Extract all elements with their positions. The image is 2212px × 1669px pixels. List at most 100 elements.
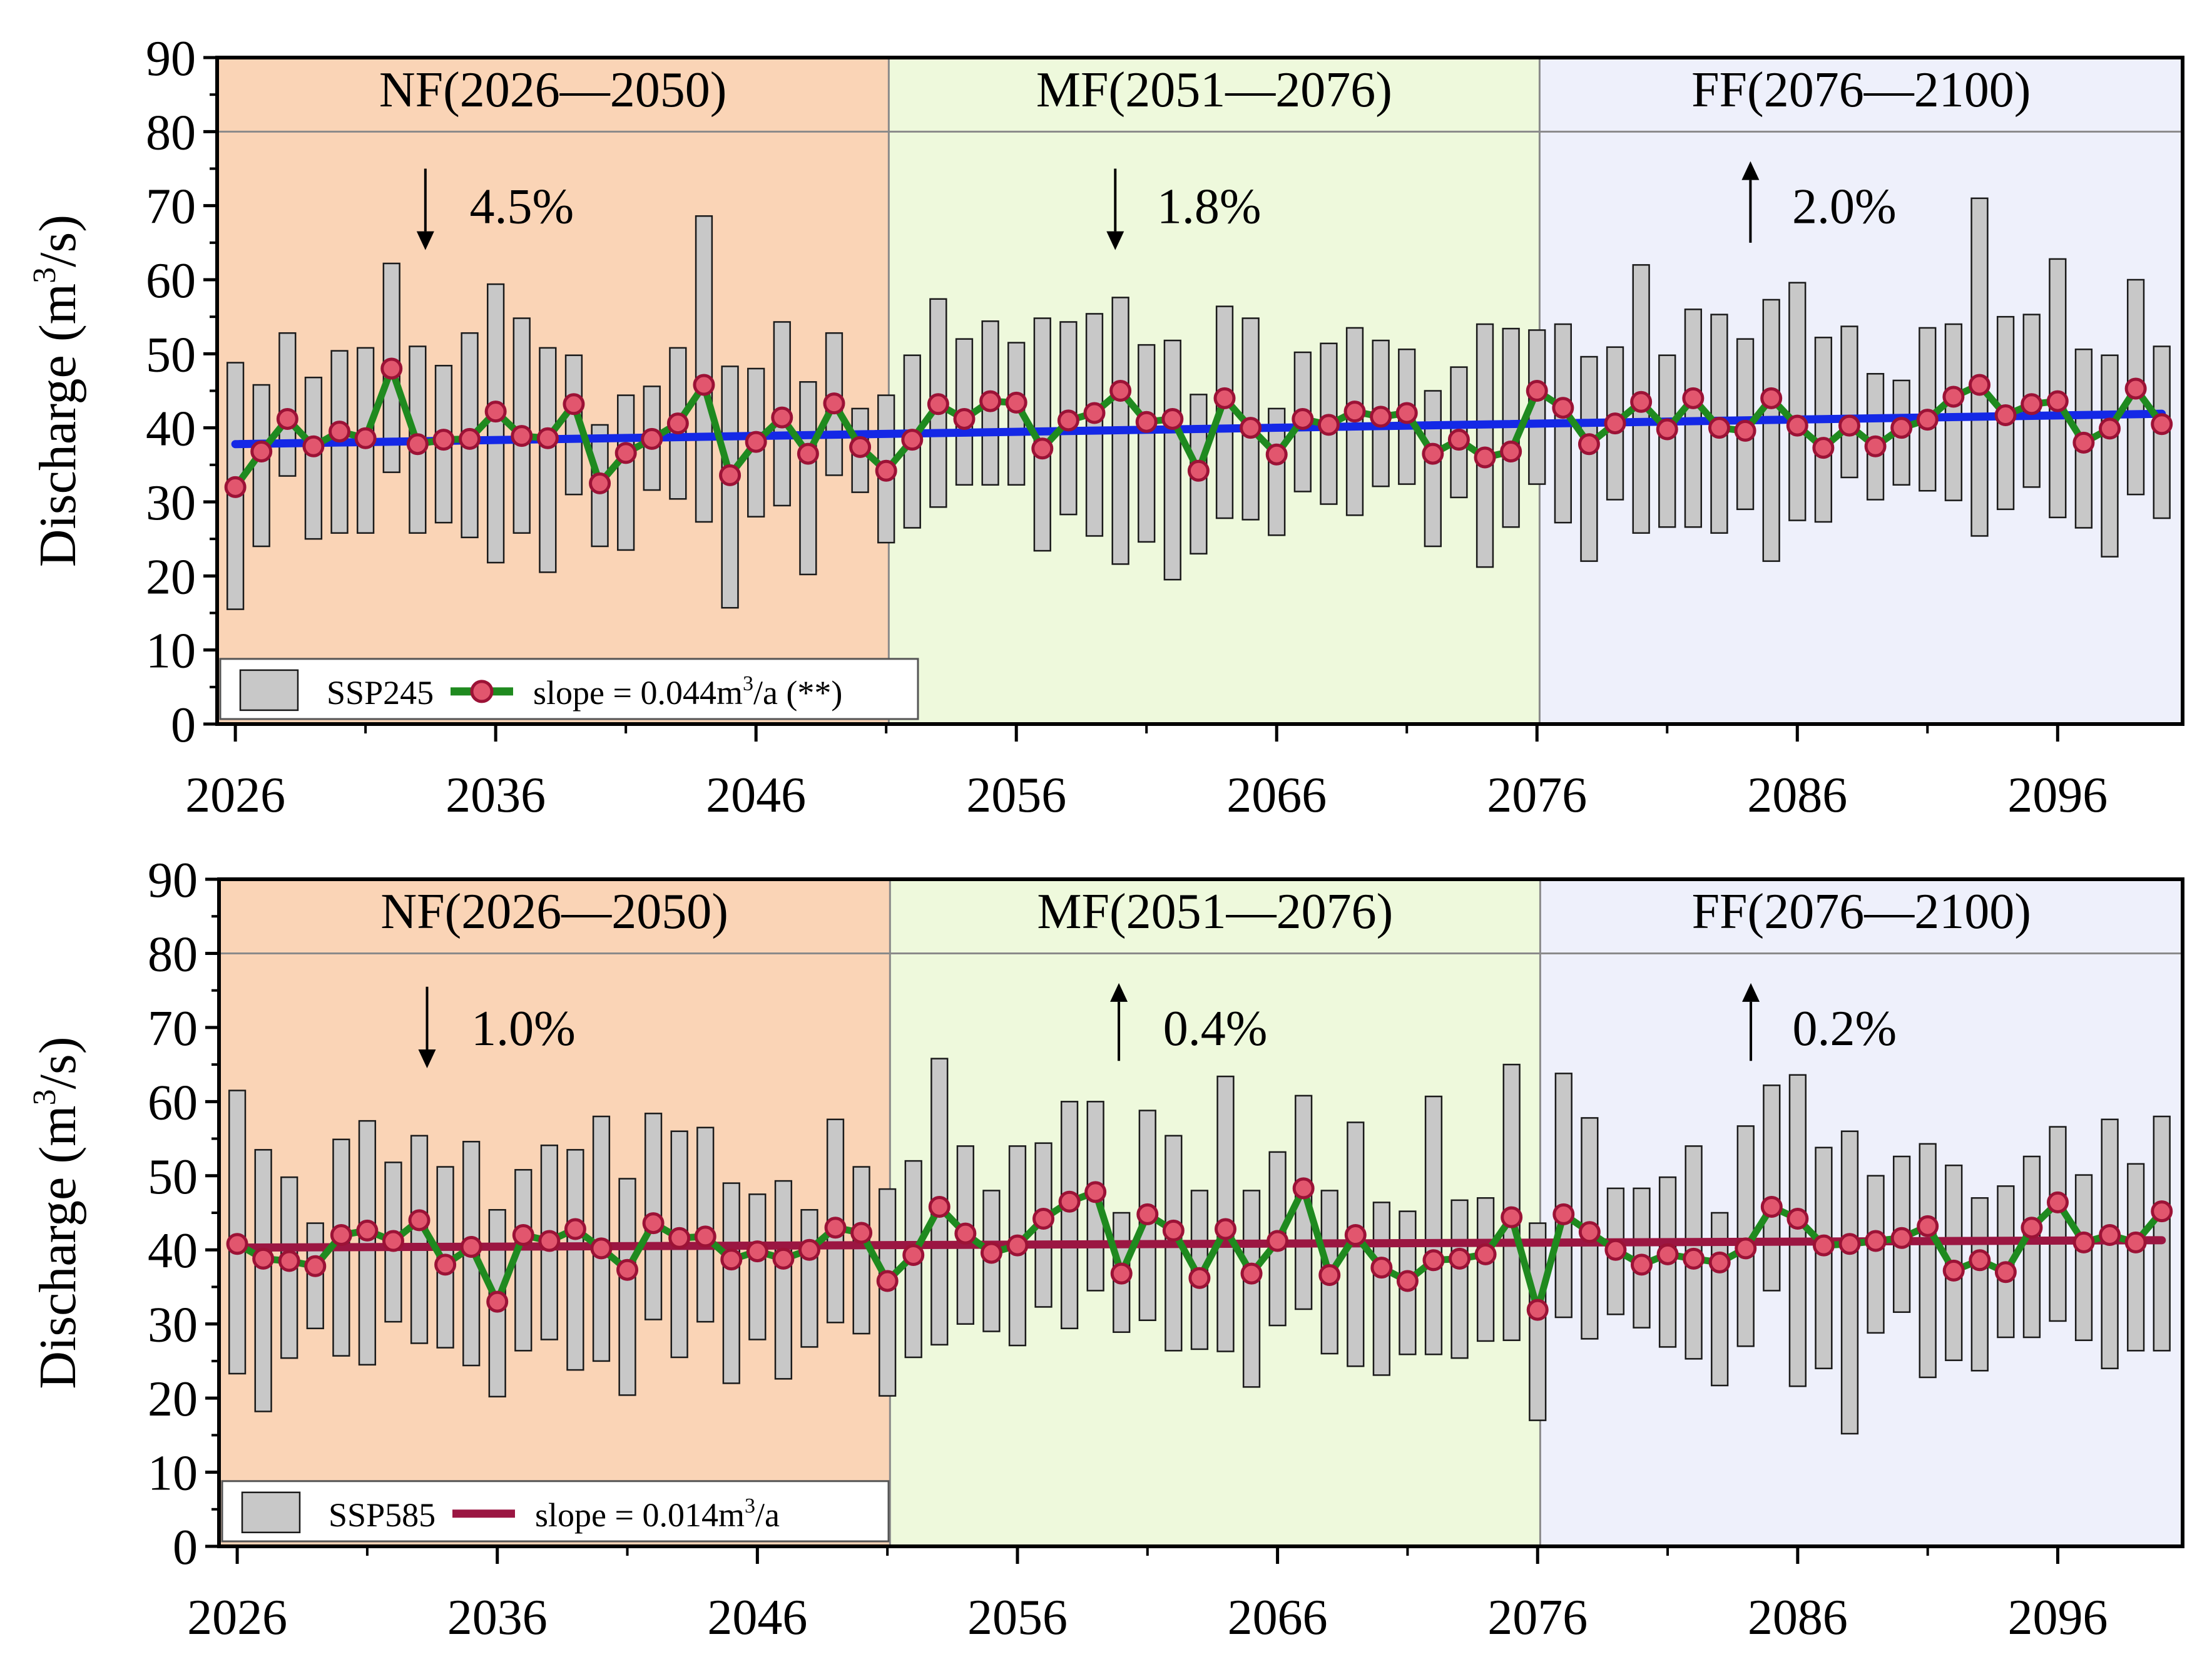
period-label-0: NF(2026—2050)	[379, 63, 727, 118]
range-bar	[1216, 1075, 1235, 1352]
data-point	[823, 392, 845, 415]
data-point	[1057, 409, 1079, 432]
data-point	[1396, 1270, 1419, 1292]
data-point	[1084, 1181, 1107, 1203]
x-tick-label: 2056	[966, 768, 1066, 823]
y-tick-label: 20	[146, 549, 196, 605]
data-point	[2046, 390, 2069, 412]
data-point	[1917, 1215, 1939, 1237]
y-axis-title: Discharge (m3/s)	[27, 215, 87, 567]
x-tick-label: 2046	[706, 768, 806, 823]
data-point	[876, 1270, 899, 1292]
data-point	[1031, 437, 1054, 460]
data-point	[771, 406, 793, 429]
range-bar	[800, 1209, 818, 1348]
range-bar	[852, 1166, 870, 1335]
data-point	[1344, 1224, 1367, 1247]
data-point	[1812, 1234, 1835, 1257]
range-bar	[1554, 1073, 1572, 1319]
y-tick-label: 60	[148, 1075, 198, 1130]
arrow-down-icon	[1106, 231, 1124, 250]
data-point	[302, 435, 325, 457]
data-point	[276, 407, 298, 430]
legend: SSP585 slope = 0.014m3/a	[221, 1480, 890, 1543]
range-bar	[228, 1090, 247, 1375]
data-point	[1968, 374, 1990, 396]
range-bar	[487, 283, 505, 564]
range-bar	[539, 347, 557, 573]
arrow-down-icon	[418, 1049, 436, 1069]
data-point	[1109, 380, 1132, 402]
data-point	[2046, 1191, 2069, 1213]
data-point	[2072, 431, 2095, 454]
data-point	[953, 407, 976, 430]
data-point	[1292, 1177, 1315, 1200]
data-point	[772, 1247, 795, 1270]
data-point	[589, 472, 611, 494]
change-label-0: 4.5%	[470, 180, 574, 235]
data-point	[901, 429, 924, 451]
data-point	[928, 1196, 951, 1218]
range-bar	[410, 1135, 429, 1344]
legend-box	[221, 1480, 890, 1543]
range-bar	[1085, 313, 1104, 537]
legend-bar-swatch	[239, 669, 299, 712]
y-tick-label: 10	[146, 624, 196, 679]
range-bar	[1476, 323, 1494, 568]
data-point	[1213, 387, 1236, 409]
x-tick-label: 2036	[446, 768, 546, 823]
data-point	[252, 1247, 275, 1270]
chart-panel-ssp585: NF(2026—2050) MF(2051—2076) FF(2076—2100) 1…	[27, 853, 2184, 1645]
data-point	[797, 442, 819, 465]
data-point	[694, 1225, 716, 1248]
data-point	[1449, 1247, 1471, 1270]
data-point	[1994, 404, 2017, 427]
range-bar	[1840, 325, 1858, 479]
data-point	[1292, 407, 1314, 430]
data-point	[1656, 1243, 1679, 1265]
arrow-up-icon	[1741, 161, 1760, 180]
data-point	[1526, 1299, 1549, 1321]
change-label-1: 0.4%	[1163, 1001, 1268, 1056]
data-point	[1890, 417, 1913, 439]
data-point	[1422, 1249, 1445, 1272]
data-point	[1735, 1237, 1757, 1260]
data-point	[536, 427, 559, 449]
data-point	[380, 357, 403, 380]
data-point	[1422, 442, 1444, 465]
range-bar	[278, 332, 297, 477]
data-point	[329, 421, 351, 443]
data-point	[224, 476, 247, 498]
x-tick-label: 2046	[707, 1590, 807, 1645]
data-point	[1812, 437, 1835, 459]
y-tick-label: 50	[148, 1150, 198, 1205]
range-bar	[1163, 339, 1181, 581]
legend: SSP245 slope = 0.044m3/a (**)	[219, 658, 919, 720]
data-point	[382, 1230, 404, 1252]
range-bar	[1970, 1197, 1989, 1372]
data-point	[278, 1250, 300, 1272]
arrow-up-icon	[1742, 983, 1760, 1002]
range-bar	[722, 1182, 740, 1384]
data-point	[1006, 1234, 1029, 1257]
data-point	[250, 441, 273, 463]
change-label-1: 1.8%	[1157, 180, 1261, 235]
range-bar	[1242, 1190, 1261, 1388]
y-tick-label: 60	[146, 253, 196, 309]
data-point	[1682, 387, 1705, 409]
data-point	[666, 412, 689, 435]
range-bar	[1970, 197, 1989, 537]
y-tick-label: 40	[146, 402, 196, 457]
range-bar	[1840, 1130, 1859, 1435]
data-point	[512, 1224, 534, 1247]
data-point	[2072, 1231, 2095, 1253]
range-bar	[1814, 337, 1833, 523]
data-point	[1265, 443, 1288, 466]
data-point	[1630, 1253, 1653, 1276]
y-tick-label: 80	[148, 927, 198, 982]
data-point	[745, 431, 767, 453]
data-point	[330, 1224, 352, 1247]
data-point	[434, 1253, 457, 1276]
data-point	[1760, 387, 1783, 409]
range-bar	[358, 1120, 377, 1366]
